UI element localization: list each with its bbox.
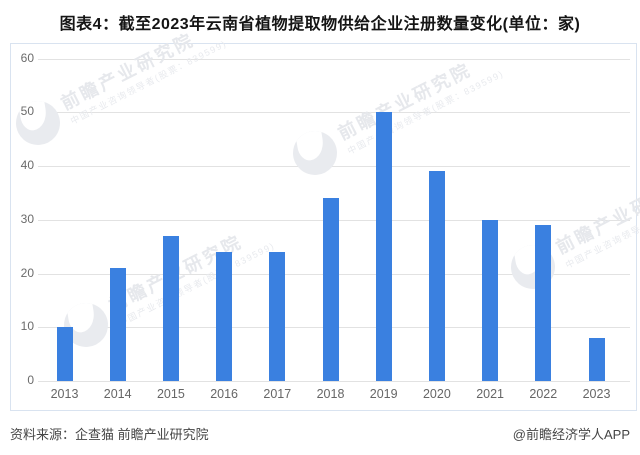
y-tick-label: 30 — [20, 211, 34, 226]
x-tick-label: 2014 — [103, 387, 132, 401]
y-tick-label: 10 — [20, 319, 34, 334]
plot-area: 0 10 20 30 40 50 60 2013 2014 2015 2016 2017 2018 20… — [10, 43, 637, 411]
gridline — [38, 58, 630, 60]
bar-2015 — [162, 235, 179, 381]
credit-note: @前瞻经济学人APP — [512, 427, 630, 442]
chart-title: 图表4：截至2023年云南省植物提取物供给企业注册数量变化(单位：家) — [59, 16, 581, 33]
bar-2018 — [322, 198, 339, 381]
bar-2013 — [56, 327, 73, 381]
bar-2022 — [535, 225, 552, 381]
bar-2021 — [482, 219, 499, 381]
gridline — [38, 381, 630, 382]
x-tick-label: 2020 — [422, 387, 451, 401]
bar-2014 — [109, 268, 126, 381]
x-tick-label: 2013 — [50, 387, 79, 401]
bar-2016 — [216, 252, 233, 381]
x-tick-label: 2016 — [210, 387, 238, 401]
bar-2020 — [428, 171, 445, 381]
gridline — [38, 166, 630, 167]
y-tick-label: 50 — [20, 104, 34, 119]
gridline — [38, 112, 630, 114]
y-tick-label: 20 — [20, 265, 34, 280]
bar-2017 — [269, 252, 286, 381]
y-tick-label: 0 — [27, 373, 34, 387]
bar-2019 — [375, 112, 392, 381]
x-tick-label: 2017 — [263, 387, 292, 401]
y-tick-label: 40 — [20, 158, 34, 172]
x-tick-label: 2023 — [582, 387, 611, 401]
x-tick-label: 2015 — [156, 387, 185, 401]
x-tick-label: 2018 — [316, 387, 345, 401]
x-tick-label: 2022 — [529, 387, 558, 401]
y-tick-label: 60 — [20, 50, 34, 65]
source-note: 资料来源：企查猫 前瞻产业研究院 — [10, 427, 209, 442]
x-tick-label: 2019 — [369, 387, 398, 401]
x-tick-label: 2021 — [476, 387, 504, 401]
bar-2023 — [588, 338, 605, 381]
